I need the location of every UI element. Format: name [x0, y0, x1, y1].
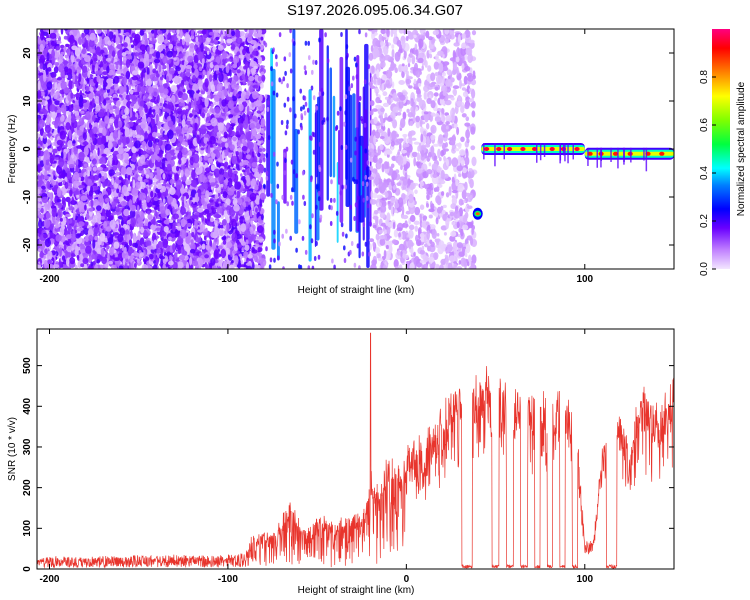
heatmap-cell: [240, 173, 243, 177]
heatmap-cell: [200, 90, 206, 95]
heatmap-cell: [84, 235, 89, 242]
heatmap-cell: [215, 203, 220, 208]
heatmap-cell: [78, 161, 83, 168]
heatmap-cell: [76, 228, 83, 232]
heatmap-cell: [100, 264, 105, 269]
heatmap-cell: [195, 147, 199, 152]
heatmap-cell: [213, 95, 220, 103]
heatmap-cell: [236, 69, 241, 74]
heatmap-cell: [156, 220, 163, 223]
heatmap-cell: [235, 131, 240, 135]
heatmap-cell: [243, 251, 249, 259]
heatmap-cell: [67, 140, 73, 149]
heatmap-cell: [158, 64, 162, 73]
heatmap-cell: [54, 100, 61, 106]
heatmap-cell: [60, 44, 65, 49]
heatmap-cell: [253, 33, 260, 37]
heatmap-cell: [67, 197, 71, 208]
heatmap-cell: [83, 163, 88, 168]
heatmap-cell: [45, 212, 51, 220]
heatmap-cell: [204, 46, 208, 50]
heatmap-cell: [59, 116, 65, 122]
heatmap-cell: [153, 196, 159, 202]
heatmap-cell: [143, 218, 149, 226]
heatmap-cell: [124, 159, 129, 163]
heatmap-cell: [124, 107, 130, 116]
heatmap-cell: [205, 264, 210, 269]
heatmap-cell: [60, 29, 64, 35]
heatmap-cell: [155, 113, 159, 124]
heatmap-cell: [44, 124, 51, 134]
heatmap-cell: [96, 205, 102, 211]
heatmap-cell: [180, 156, 187, 164]
heatmap-cell: [106, 245, 110, 250]
heatmap-cell: [259, 258, 267, 267]
heatmap-cell: [162, 95, 166, 99]
heatmap-cell: [111, 211, 117, 216]
heatmap-cell: [147, 213, 153, 220]
heatmap-cell: [192, 83, 199, 91]
heatmap-cell: [260, 36, 264, 41]
heatmap-cell: [260, 82, 264, 89]
heatmap-cell: [69, 218, 73, 224]
heatmap-cell: [81, 168, 87, 173]
heatmap-cell: [189, 256, 193, 266]
heatmap-cell: [157, 167, 161, 172]
heatmap-cell: [72, 146, 79, 155]
heatmap-cell: [199, 156, 203, 162]
heatmap-cell: [172, 243, 176, 252]
heatmap-cell: [73, 93, 81, 97]
heatmap-cell: [145, 29, 151, 33]
heatmap-cell: [46, 133, 52, 137]
heatmap-cell: [73, 104, 80, 112]
heatmap-cell: [189, 42, 195, 49]
heatmap-cell: [92, 198, 99, 206]
heatmap-cell: [140, 86, 146, 93]
heatmap-cell: [45, 40, 49, 45]
heatmap-cell: [153, 58, 161, 64]
heatmap-cell: [197, 207, 204, 213]
heatmap-cell: [65, 122, 71, 131]
heatmap-cell: [254, 74, 259, 81]
heatmap-cell: [203, 235, 207, 241]
chart-title: S197.2026.095.06.34.G07: [287, 2, 463, 19]
heatmap-cell: [214, 106, 221, 114]
heatmap-cell: [85, 213, 90, 220]
heatmap-cell: [161, 158, 166, 169]
heatmap-cell: [136, 258, 140, 264]
heatmap-cell: [40, 207, 44, 214]
heatmap-cells: [37, 29, 674, 269]
heatmap-cell: [192, 183, 198, 188]
heatmap-cell: [253, 230, 257, 235]
heatmap-cell: [146, 67, 150, 76]
heatmap-cell: [209, 239, 213, 248]
heatmap-cell: [133, 232, 136, 243]
heatmap-cell: [123, 93, 126, 99]
heatmap-cell: [246, 105, 250, 114]
heatmap-cell: [216, 237, 219, 246]
heatmap-cell: [257, 246, 263, 253]
heatmap-cell: [56, 83, 61, 91]
heatmap-cell: [210, 164, 216, 172]
